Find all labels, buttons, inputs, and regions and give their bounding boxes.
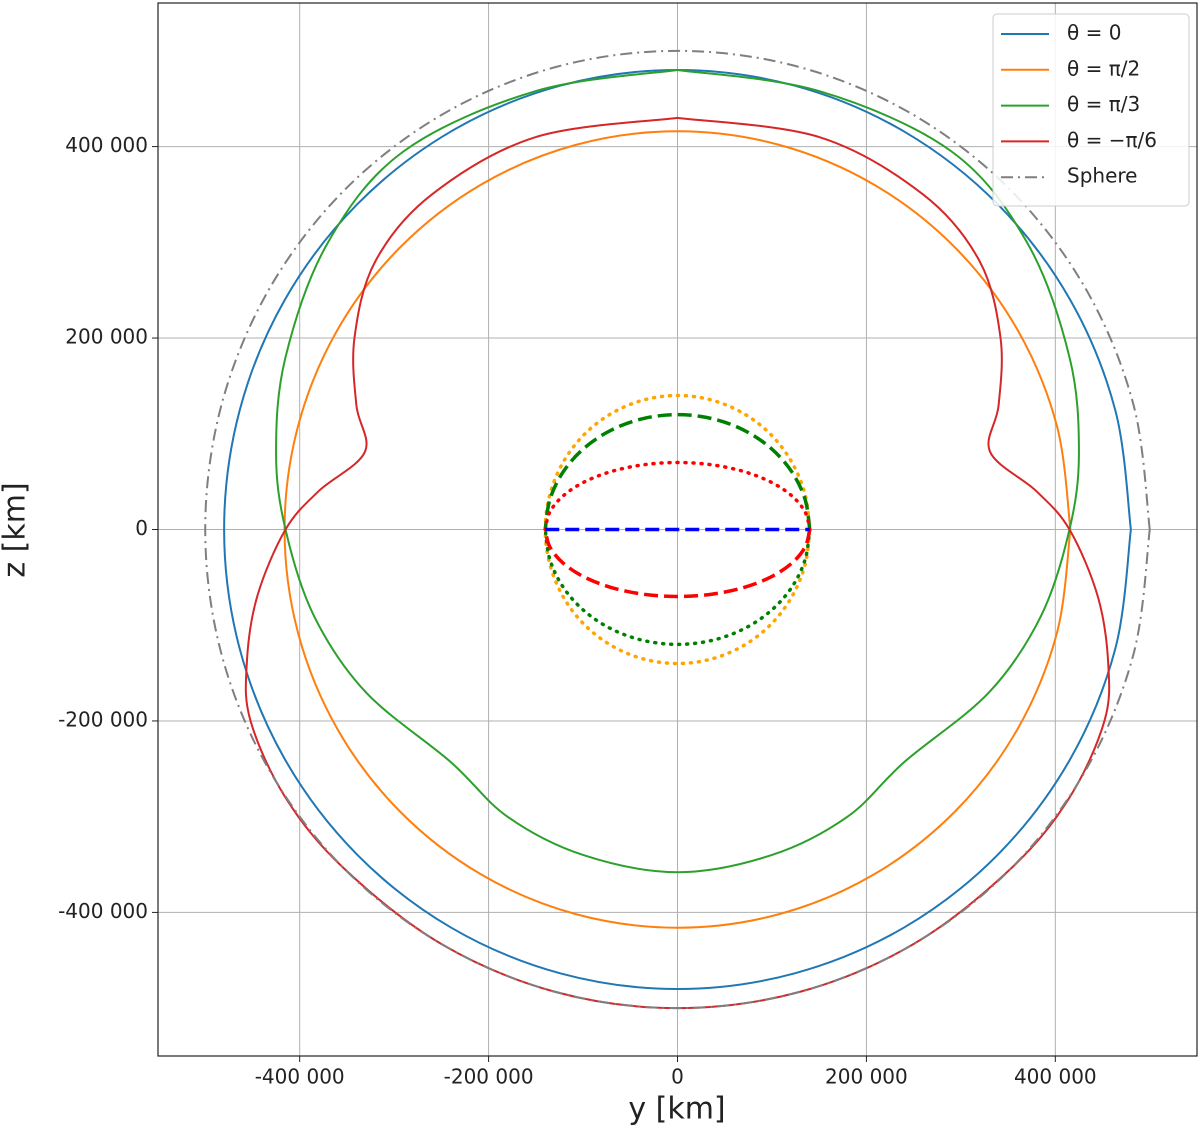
x-tick-label: 0 — [671, 1065, 684, 1089]
legend-label: θ = π/2 — [1067, 56, 1140, 80]
projection-curve — [543, 527, 812, 647]
y-tick-label: -400 000 — [58, 899, 148, 923]
x-tick-label: 400 000 — [1014, 1065, 1097, 1089]
projection-curve — [543, 460, 812, 532]
x-tick-label: -200 000 — [444, 1065, 534, 1089]
legend-label: θ = −π/6 — [1067, 128, 1157, 152]
x-axis-label: y [km] — [628, 1092, 725, 1127]
trajectory-curve — [204, 49, 1151, 1010]
x-tick-label: -400 000 — [255, 1065, 345, 1089]
y-tick-label: -200 000 — [58, 707, 148, 731]
projection-curve — [543, 529, 812, 599]
y-tick-label: 0 — [135, 516, 148, 540]
plot-frame — [157, 2, 1198, 1057]
legend-label: θ = 0 — [1067, 21, 1121, 45]
y-tick-label: 200 000 — [65, 325, 148, 349]
legend-box — [992, 13, 1190, 207]
trajectory-curve — [223, 69, 1132, 990]
legend-label: Sphere — [1067, 164, 1137, 188]
y-axis-label: z [km] — [0, 482, 33, 577]
legend: θ = 0 θ = π/2 θ = π/3 θ = −π/6 Sphere — [992, 13, 1190, 207]
trajectory-curve — [275, 69, 1080, 874]
x-tick-label: 200 000 — [825, 1065, 908, 1089]
projection-curve — [543, 412, 812, 530]
legend-label: θ = π/3 — [1067, 92, 1140, 116]
y-tick-label: 400 000 — [65, 133, 148, 157]
